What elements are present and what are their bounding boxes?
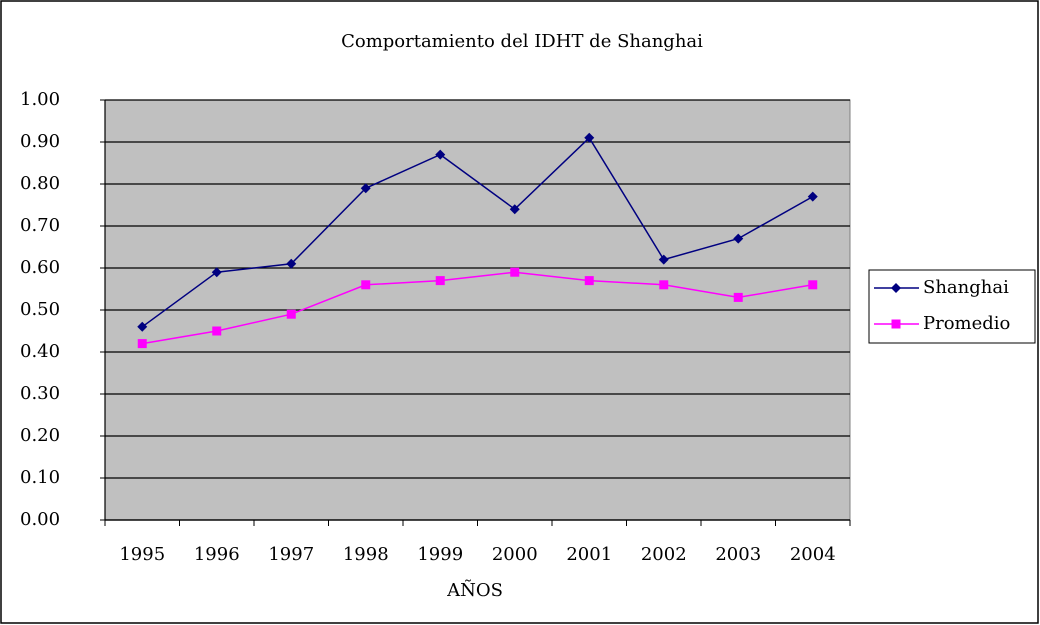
marker — [584, 276, 594, 286]
y-tick-label: 0.10 — [20, 467, 60, 488]
x-tick-label: 2003 — [715, 544, 761, 565]
legend-box — [868, 269, 1036, 344]
marker — [658, 254, 669, 265]
marker — [435, 149, 446, 160]
y-tick-label: 1.00 — [20, 89, 60, 110]
series-line — [141, 136, 814, 328]
y-tick-label: 0.00 — [20, 509, 60, 530]
marker — [137, 321, 148, 332]
y-tick-label: 0.80 — [20, 173, 60, 194]
y-tick-label: 0.40 — [20, 341, 60, 362]
marker — [286, 309, 296, 319]
x-tick-label: 1998 — [343, 544, 389, 565]
legend-label: Shanghai — [923, 277, 1009, 298]
x-tick-label: 1997 — [268, 544, 314, 565]
marker — [137, 339, 147, 349]
x-tick-label: 1995 — [119, 544, 165, 565]
y-tick-label: 0.20 — [20, 425, 60, 446]
marker — [212, 326, 222, 336]
marker — [659, 280, 669, 290]
marker — [361, 280, 371, 290]
marker — [807, 191, 818, 202]
x-tick-label: 2000 — [492, 544, 538, 565]
y-tick-label: 0.90 — [20, 131, 60, 152]
legend-marker — [891, 319, 901, 329]
series-line — [142, 271, 813, 345]
marker — [808, 280, 818, 290]
x-tick-label: 2002 — [641, 544, 687, 565]
marker — [509, 204, 520, 215]
legend-marker — [891, 283, 901, 293]
marker — [733, 233, 744, 244]
chart-title: Comportamiento del IDHT de Shanghai — [341, 31, 703, 52]
x-tick-label: 2004 — [790, 544, 836, 565]
marker — [510, 267, 520, 277]
marker — [360, 183, 371, 194]
marker — [584, 132, 595, 143]
marker — [211, 267, 222, 278]
x-tick-label: 2001 — [566, 544, 612, 565]
y-tick-label: 0.50 — [20, 299, 60, 320]
legend-label: Promedio — [923, 313, 1010, 334]
marker — [435, 276, 445, 286]
marker — [733, 292, 743, 302]
x-tick-label: 1999 — [417, 544, 463, 565]
x-axis-label: AÑOS — [446, 578, 503, 601]
y-tick-label: 0.30 — [20, 383, 60, 404]
x-tick-label: 1996 — [194, 544, 240, 565]
marker — [286, 258, 297, 269]
y-tick-label: 0.60 — [20, 257, 60, 278]
y-tick-label: 0.70 — [20, 215, 60, 236]
